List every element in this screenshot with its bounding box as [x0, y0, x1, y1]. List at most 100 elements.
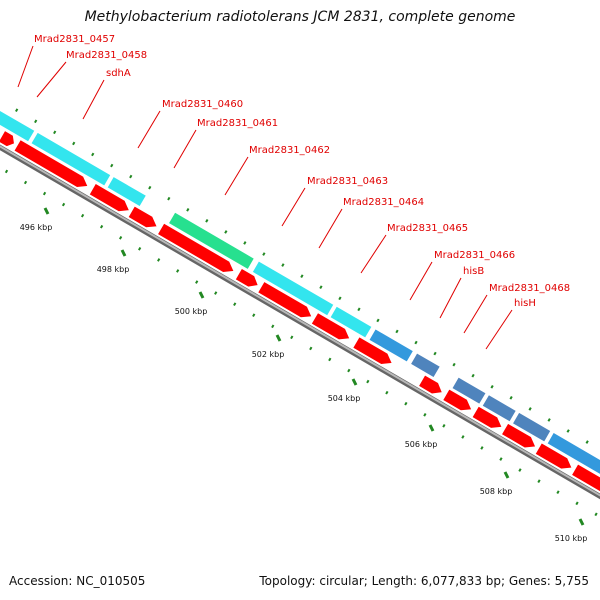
tick-mark — [129, 174, 133, 179]
gene-leader-line — [281, 187, 306, 227]
gene-label: sdhA — [106, 68, 131, 79]
tick-mark — [319, 285, 323, 290]
tick-mark — [385, 390, 389, 395]
major-tick — [428, 424, 435, 432]
kbp-label: 510 kbp — [555, 534, 588, 543]
tick-mark — [376, 318, 380, 323]
gene-box — [329, 305, 373, 339]
tick-mark — [214, 291, 218, 295]
gene-leader-line — [439, 277, 462, 319]
cds-arrow — [234, 267, 259, 288]
tick-mark — [167, 196, 171, 201]
tick-mark — [594, 512, 598, 517]
tick-mark — [556, 490, 560, 495]
gene-label: Mrad2831_0461 — [197, 118, 278, 129]
tick-mark — [252, 313, 256, 318]
tick-mark — [433, 351, 437, 356]
tick-mark — [585, 440, 589, 444]
tick-mark — [72, 141, 76, 146]
tick-mark — [243, 241, 247, 245]
tick-mark — [328, 357, 332, 362]
tick-mark — [566, 429, 570, 433]
tick-mark — [461, 435, 465, 439]
label-layer: 496 kbp 498 kbp 500 kbp 502 kbp 504 kbp 506 k… — [17, 34, 588, 543]
cds-arrow — [88, 182, 131, 213]
gene-leader-line — [360, 234, 387, 274]
gene-leader-line — [224, 156, 249, 196]
tick-mark — [300, 274, 304, 278]
backbone-layer — [0, 144, 600, 500]
cds-arrow — [500, 422, 537, 449]
tick-mark — [224, 230, 228, 234]
tick-mark — [110, 163, 114, 168]
gene-label: Mrad2831_0458 — [66, 50, 147, 61]
major-tick — [275, 334, 282, 342]
cds-arrow — [256, 280, 313, 319]
tick-mark — [518, 468, 522, 472]
accession-text: Accession: NC_010505 — [9, 574, 146, 588]
tick-mark — [23, 180, 28, 185]
cds-arrow — [310, 311, 351, 341]
tick-mark — [309, 346, 313, 351]
tick-mark — [404, 401, 408, 406]
kbp-label: 500 kbp — [175, 307, 208, 316]
major-tick — [43, 207, 50, 215]
map-title: Methylobacterium radiotolerans JCM 2831,… — [84, 9, 516, 25]
gene-label: Mrad2831_0463 — [307, 176, 388, 187]
gene-label: Mrad2831_0464 — [343, 197, 424, 208]
kbp-label: 502 kbp — [252, 350, 285, 359]
cds-arrow — [417, 374, 444, 395]
major-tick — [351, 378, 358, 386]
kbp-label: 506 kbp — [405, 440, 438, 449]
tick-mark — [290, 335, 294, 340]
gene-leader-line — [463, 294, 488, 334]
tick-mark — [157, 258, 161, 262]
gene-box — [30, 131, 112, 187]
gene-box — [251, 260, 335, 317]
gene-leader-line — [137, 110, 161, 149]
cds-arrow — [13, 138, 89, 189]
tick-mark — [490, 384, 494, 389]
gene-box — [511, 411, 552, 443]
tick-mark — [233, 302, 237, 306]
tick-mark — [118, 235, 123, 240]
tick-mark — [338, 296, 342, 301]
tick-mark — [281, 263, 285, 267]
gene-leader-line — [17, 45, 34, 88]
tick-mark — [99, 224, 104, 229]
tick-mark — [138, 247, 142, 251]
tick-mark — [186, 207, 190, 212]
major-tick — [198, 291, 205, 299]
tick-mark — [53, 130, 57, 135]
cds-arrow — [352, 336, 394, 366]
tick-mark — [537, 479, 541, 483]
gene-leader-line — [82, 79, 105, 120]
gene-label: Mrad2831_0460 — [162, 99, 243, 110]
gene-box — [481, 393, 517, 423]
gene-label: Mrad2831_0457 — [34, 34, 115, 45]
tick-mark — [452, 362, 456, 367]
tick-layer — [4, 108, 598, 526]
kbp-label: 496 kbp — [20, 223, 53, 232]
major-tick — [120, 249, 127, 257]
tick-mark — [575, 501, 579, 506]
tick-mark — [480, 446, 484, 450]
tick-mark — [4, 169, 9, 174]
cds-arrow — [441, 388, 473, 412]
tick-mark — [80, 213, 85, 218]
tick-mark — [271, 324, 275, 329]
tick-mark — [395, 329, 399, 334]
gene-box — [106, 175, 148, 208]
gene-leader-line — [173, 129, 197, 169]
cds-track — [0, 129, 600, 493]
tick-mark — [205, 219, 209, 223]
genome-summary-text: Topology: circular; Length: 6,077,833 bp… — [259, 574, 589, 588]
tick-mark — [347, 368, 351, 373]
tick-mark — [148, 185, 152, 190]
tick-mark — [471, 373, 475, 378]
tick-mark — [61, 202, 66, 207]
gene-label: Mrad2831_0462 — [249, 145, 330, 156]
gene-track — [0, 109, 600, 476]
tick-mark — [262, 252, 266, 256]
gene-leader-line — [318, 208, 343, 249]
